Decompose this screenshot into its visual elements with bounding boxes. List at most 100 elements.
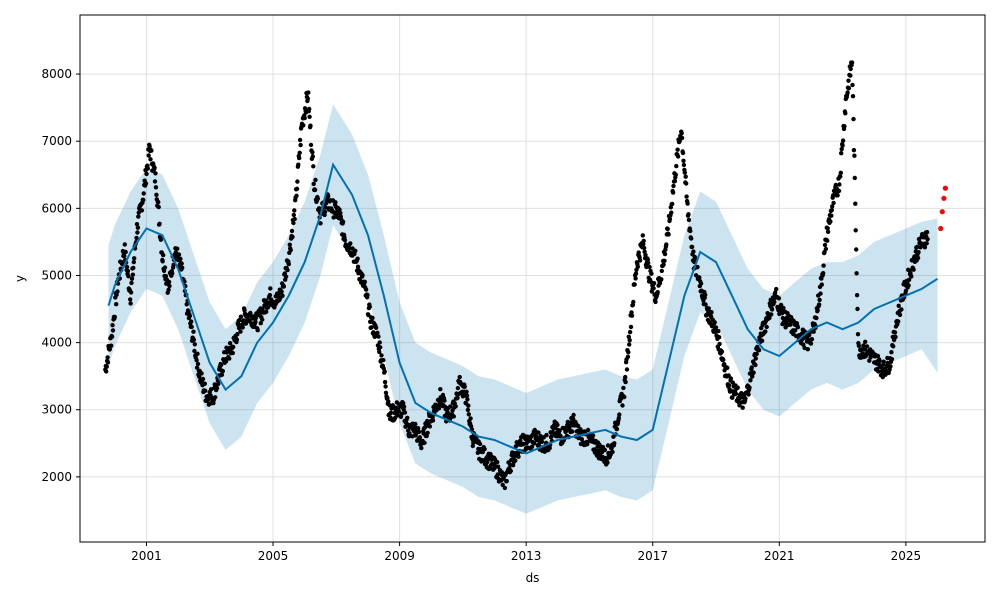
actual-point [740,405,745,410]
actual-point [166,287,171,292]
actual-point [495,464,501,469]
actual-point [107,347,113,352]
actual-point [689,244,695,250]
actual-point [156,199,161,205]
actual-point [728,376,734,381]
actual-point [192,342,197,347]
actual-point [362,279,367,284]
actual-point [795,325,801,330]
actual-point [128,297,133,302]
actual-point [626,350,631,355]
actual-point [279,289,284,294]
actual-point [144,171,149,177]
y-axis-ticks: 2000 3000 4000 5000 6000 7000 8000 [41,67,80,484]
actual-point [888,364,893,369]
actual-point [167,283,172,289]
actual-point [264,309,269,314]
actual-point [645,257,650,262]
actual-point [147,144,152,149]
actual-point [104,369,109,374]
actual-point [585,427,591,433]
x-axis-ticks: 2001 2005 2009 2013 2017 2021 2025 [131,542,921,563]
actual-point [294,193,299,198]
actual-point [175,246,180,251]
actual-point [863,339,868,344]
actual-point [719,349,725,354]
actual-point [442,398,447,403]
actual-point [465,407,471,413]
actual-point [674,163,679,169]
actual-point [258,321,263,326]
actual-point [532,441,537,446]
actual-point [605,460,610,465]
actual-point [223,359,229,364]
actual-point [725,365,730,370]
forecast-trend-line [107,162,939,455]
actual-point [915,244,920,250]
actual-point [612,441,617,446]
actual-point [747,385,752,390]
actual-point [291,220,296,226]
actual-point [312,187,318,193]
actual-point [627,342,632,347]
actual-point [333,200,338,205]
actual-point [427,424,433,429]
actual-point [653,299,658,305]
actual-point [355,264,361,269]
actual-point [876,369,881,374]
actual-point [571,412,576,418]
actual-point [419,445,424,451]
actual-point [405,415,410,420]
actual-point [379,353,384,358]
actual-point [807,332,812,338]
actual-point [681,162,687,168]
actual-point [385,395,390,401]
actual-point [801,342,806,347]
actual-point [743,396,748,401]
actual-point [464,389,469,394]
actual-point [697,275,702,280]
actual-point [178,256,183,261]
actual-point [721,357,726,362]
actual-point [311,164,316,169]
actual-point [110,328,116,333]
actual-point [425,430,430,436]
actual-point [855,306,860,312]
actual-point [373,325,379,330]
actual-point [852,175,857,181]
actual-point [253,319,258,324]
actual-point [383,390,389,395]
uncertainty-band [108,104,938,514]
actual-point [669,210,674,215]
actual-point [679,135,685,141]
actual-point [156,204,161,210]
actual-point [235,332,240,337]
actual-point [315,196,320,201]
actual-point [286,261,291,267]
actual-point [510,463,516,468]
actual-point [297,155,302,161]
actual-point [219,372,225,377]
actual-point [306,90,311,95]
actual-point [227,341,233,346]
actual-point [126,274,131,279]
actual-point [377,340,382,345]
actual-point [778,302,784,308]
actual-point [240,325,245,330]
actual-point [623,374,628,380]
actual-point [667,216,673,222]
actual-point [835,193,840,198]
actual-point [131,259,136,265]
actual-point [819,276,824,281]
y-tick-label: 3000 [41,403,72,417]
actual-point [774,286,779,292]
actual-point [465,397,470,402]
actual-point [295,179,300,184]
actual-point [781,305,786,311]
actual-point [302,115,307,121]
actual-point [893,334,898,340]
actual-point [504,478,509,484]
recent-point [942,185,949,191]
actual-point [376,334,381,339]
actual-point [265,305,271,310]
